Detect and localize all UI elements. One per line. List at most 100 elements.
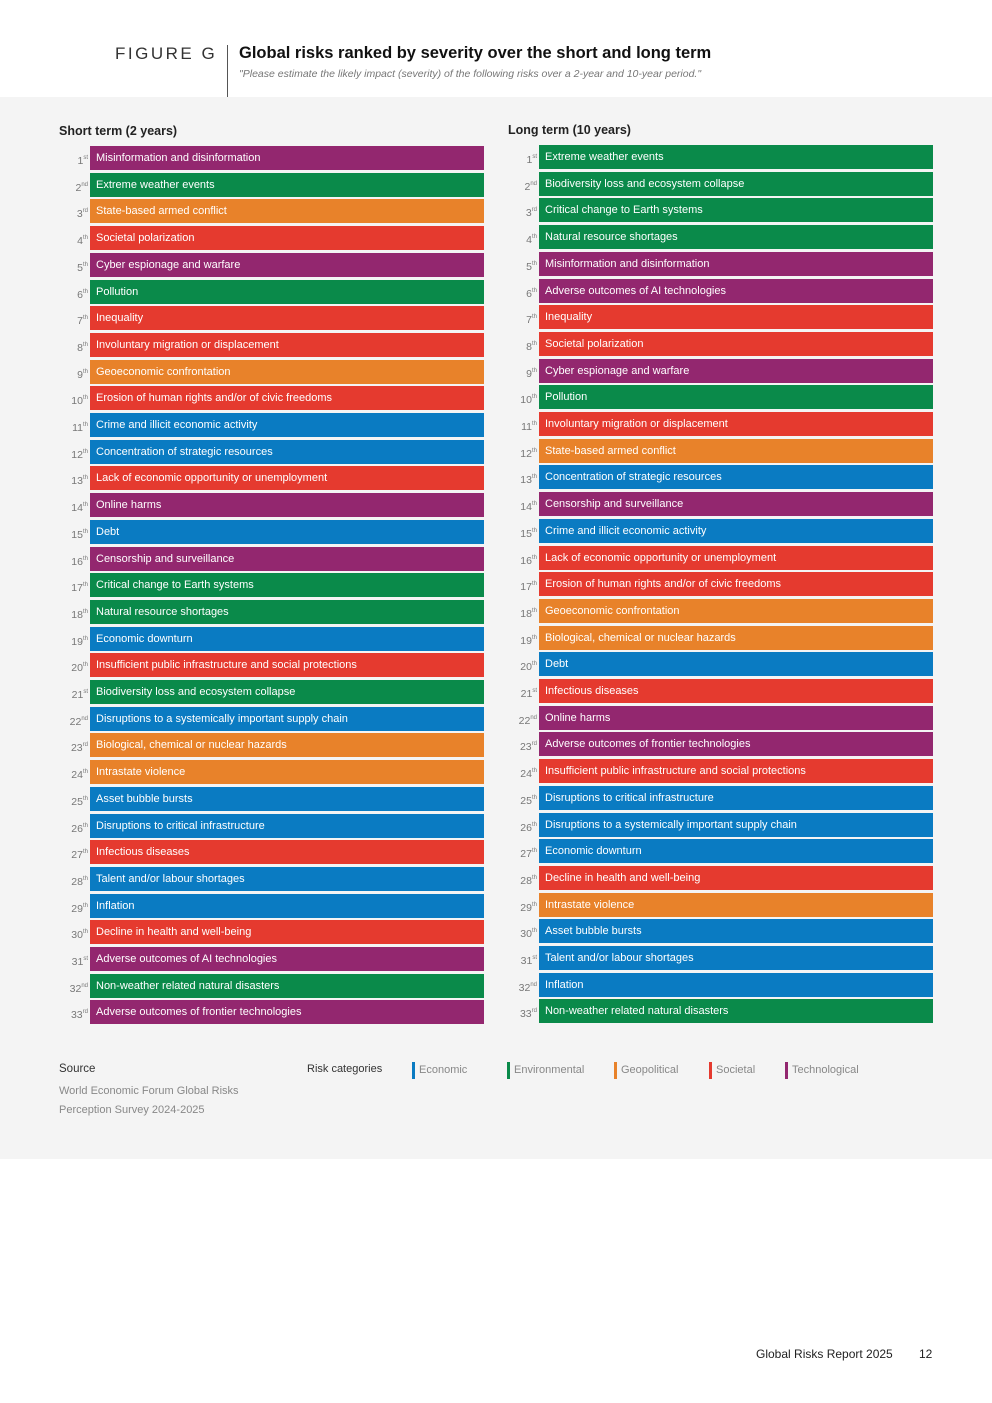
short-term-ranking: 1st Misinformation and disinformation 2nd E…	[58, 146, 484, 1026]
rank-value: 22	[518, 714, 531, 727]
rank-number: 6th	[58, 280, 88, 304]
figure-subtitle: "Please estimate the likely impact (seve…	[239, 68, 702, 80]
rank-value: 20	[520, 661, 532, 674]
rank-number: 7th	[58, 306, 88, 330]
rank-suffix: st	[83, 689, 88, 695]
rank-value: 27	[71, 849, 83, 862]
rank-suffix: th	[82, 448, 88, 455]
long-term-rank-row: 4th Natural resource shortages	[507, 225, 933, 250]
risk-bar: Decline in health and well-being	[539, 865, 933, 890]
risk-bar: Censorship and surveillance	[539, 492, 933, 517]
source-text: World Economic Forum Global Risks Percep…	[59, 1085, 239, 1116]
rank-value: 12	[520, 447, 532, 460]
rank-value: 16	[520, 554, 532, 567]
rank-value: 22	[69, 715, 82, 728]
short-term-rank-row: 18th Natural resource shortages	[58, 599, 484, 624]
short-term-rank-row: 6th Pollution	[58, 279, 484, 304]
legend-geopolitical: Geopolitical	[614, 1062, 678, 1079]
legend-label-technological: Technological	[792, 1064, 859, 1076]
rank-value: 10	[520, 394, 532, 407]
long-term-rank-row: 12th State-based armed conflict	[507, 438, 933, 463]
legend-heading: Risk categories	[307, 1063, 383, 1075]
rank-suffix: th	[82, 261, 88, 268]
rank-number: 26th	[58, 814, 88, 838]
rank-suffix: th	[82, 662, 88, 669]
legend-swatch-economic	[412, 1062, 415, 1079]
rank-number: 31st	[507, 946, 537, 970]
rank-number: 11th	[507, 412, 537, 436]
rank-value: 26	[71, 822, 83, 835]
rank-value: 19	[71, 635, 83, 648]
risk-bar: Economic downturn	[90, 626, 484, 651]
short-term-rank-row: 19th Economic downturn	[58, 626, 484, 651]
rank-suffix: th	[531, 634, 537, 641]
short-term-rank-row: 24th Intrastate violence	[58, 760, 484, 785]
rank-suffix: th	[82, 875, 88, 882]
rank-number: 2nd	[507, 172, 537, 196]
short-term-rank-row: 5th Cyber espionage and warfare	[58, 252, 484, 277]
long-term-rank-row: 18th Geoeconomic confrontation	[507, 598, 933, 623]
short-term-rank-row: 26th Disruptions to critical infrastructu…	[58, 813, 484, 838]
risk-bar: Inflation	[539, 972, 933, 997]
rank-number: 4th	[507, 225, 537, 249]
rank-suffix: rd	[82, 1009, 88, 1016]
rank-suffix: th	[531, 607, 537, 614]
rank-value: 11	[72, 422, 83, 434]
rank-value: 16	[71, 555, 83, 568]
short-term-rank-row: 3rd State-based armed conflict	[58, 199, 484, 224]
rank-value: 2	[75, 181, 82, 194]
risk-bar: Concentration of strategic resources	[90, 439, 484, 464]
rank-suffix: nd	[81, 982, 88, 989]
rank-value: 9	[77, 368, 83, 381]
rank-value: 8	[526, 340, 532, 353]
risk-bar: Insufficient public infrastructure and s…	[539, 759, 933, 784]
long-term-rank-row: 28th Decline in health and well-being	[507, 865, 933, 890]
rank-number: 10th	[507, 385, 537, 409]
long-term-rank-row: 19th Biological, chemical or nuclear haza…	[507, 625, 933, 650]
risk-bar: Lack of economic opportunity or unemploy…	[539, 545, 933, 570]
long-term-rank-row: 15th Crime and illicit economic activity	[507, 518, 933, 543]
risk-bar: Involuntary migration or displacement	[90, 332, 484, 357]
rank-value: 26	[520, 821, 532, 834]
rank-number: 1st	[507, 145, 537, 169]
rank-suffix: th	[82, 528, 88, 535]
rank-value: 4	[526, 234, 532, 247]
risk-bar: Biodiversity loss and ecosystem collapse	[90, 680, 484, 704]
rank-number: 21st	[507, 679, 537, 703]
rank-number: 13th	[58, 466, 88, 490]
long-term-rank-row: 27th Economic downturn	[507, 839, 933, 864]
rank-suffix: st	[532, 688, 537, 694]
rank-value: 14	[520, 501, 532, 514]
figure-label: FIGURE G	[115, 44, 218, 63]
risk-bar: Pollution	[539, 385, 933, 410]
rank-suffix: rd	[82, 742, 88, 749]
rank-value: 19	[520, 634, 532, 647]
rank-number: 27th	[58, 840, 88, 864]
legend-swatch-geopolitical	[614, 1062, 617, 1079]
rank-value: 4	[77, 235, 83, 248]
risk-bar: Concentration of strategic resources	[539, 465, 933, 490]
rank-number: 5th	[58, 253, 88, 277]
rank-number: 29th	[58, 894, 88, 918]
rank-number: 25th	[58, 787, 88, 811]
rank-number: 21st	[58, 680, 88, 704]
rank-number: 13th	[507, 465, 537, 489]
rank-suffix: nd	[530, 714, 537, 721]
long-term-ranking: 1st Extreme weather events 2nd Biodiversity…	[507, 145, 933, 1025]
legend-label-societal: Societal	[716, 1064, 756, 1076]
rank-suffix: th	[531, 581, 537, 588]
rank-value: 10	[71, 395, 83, 408]
rank-suffix: th	[531, 928, 537, 935]
rank-suffix: th	[82, 235, 88, 242]
long-term-rank-row: 3rd Critical change to Earth systems	[507, 198, 933, 223]
risk-bar: State-based armed conflict	[539, 438, 933, 463]
rank-value: 13	[71, 475, 83, 488]
rank-suffix: th	[531, 260, 537, 267]
rank-value: 3	[76, 208, 83, 221]
rank-number: 8th	[58, 333, 88, 357]
rank-value: 11	[521, 421, 532, 433]
rank-number: 31st	[58, 947, 88, 971]
risk-bar: Lack of economic opportunity or unemploy…	[90, 466, 484, 491]
risk-bar: Asset bubble bursts	[539, 919, 933, 944]
rank-number: 18th	[58, 600, 88, 624]
